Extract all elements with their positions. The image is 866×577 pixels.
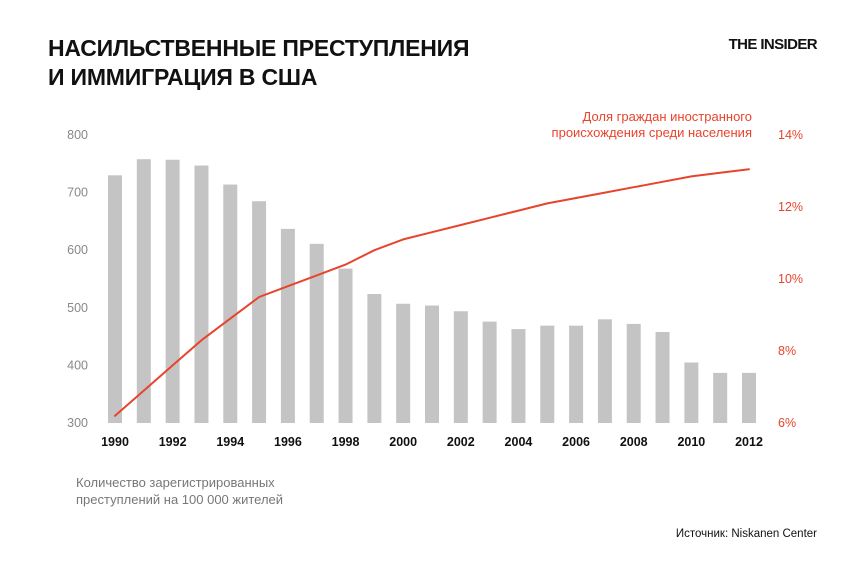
right-axis-tick: 14% bbox=[778, 128, 803, 142]
right-axis-tick: 8% bbox=[778, 344, 796, 358]
bar-2012 bbox=[742, 372, 756, 423]
left-axis: 300 400 500 600 700 800 bbox=[67, 128, 88, 430]
bar-2005 bbox=[540, 325, 555, 423]
right-axis-tick: 12% bbox=[778, 200, 803, 214]
bar-2009 bbox=[655, 331, 670, 423]
bar-2006 bbox=[569, 325, 584, 423]
x-axis: 1990 1992 1994 1996 1998 2000 2002 2004 2006 2008… bbox=[101, 435, 763, 449]
bar-1998 bbox=[338, 268, 353, 423]
bar-2000 bbox=[396, 303, 411, 423]
x-axis-tick: 2012 bbox=[735, 435, 763, 449]
bar-1990 bbox=[108, 175, 122, 423]
x-axis-tick: 1994 bbox=[216, 435, 244, 449]
x-axis-tick: 1990 bbox=[101, 435, 129, 449]
x-axis-tick: 2006 bbox=[562, 435, 590, 449]
left-axis-tick: 300 bbox=[67, 416, 88, 430]
bar-2011 bbox=[713, 372, 728, 423]
bar-1991 bbox=[136, 159, 151, 423]
x-axis-tick: 2008 bbox=[620, 435, 648, 449]
x-axis-tick: 1998 bbox=[332, 435, 360, 449]
bar-1992 bbox=[165, 159, 180, 423]
right-axis-tick: 10% bbox=[778, 272, 803, 286]
x-axis-tick: 2010 bbox=[677, 435, 705, 449]
x-axis-tick: 1992 bbox=[159, 435, 187, 449]
bar-2002 bbox=[453, 311, 468, 423]
right-axis-tick: 6% bbox=[778, 416, 796, 430]
line-series-legend-line-2: происхождения среди населения bbox=[552, 125, 752, 140]
chart-title-line-1: НАСИЛЬСТВЕННЫЕ ПРЕСТУПЛЕНИЯ bbox=[48, 35, 470, 61]
left-axis-tick: 700 bbox=[67, 186, 88, 200]
left-axis-tick: 600 bbox=[67, 243, 88, 257]
bar-2003 bbox=[482, 321, 497, 423]
bar-1999 bbox=[367, 293, 382, 423]
bar-1996 bbox=[280, 228, 295, 423]
immigration-share-line bbox=[114, 168, 750, 417]
left-axis-tick: 800 bbox=[67, 128, 88, 142]
bar-2001 bbox=[425, 305, 439, 423]
x-axis-tick: 2002 bbox=[447, 435, 475, 449]
bar-1993 bbox=[194, 165, 209, 423]
line-series bbox=[114, 168, 750, 417]
chart-title: НАСИЛЬСТВЕННЫЕ ПРЕСТУПЛЕНИЯ И ИММИГРАЦИЯ… bbox=[48, 34, 469, 92]
bar-series-legend-line-2: преступлений на 100 000 жителей bbox=[76, 492, 284, 507]
right-axis: 6% 8% 10% 12% 14% bbox=[778, 128, 803, 430]
bar-series-legend-line-1: Количество зарегистрированных bbox=[76, 475, 275, 490]
bar-1994 bbox=[223, 184, 238, 423]
line-series-legend-line-1: Доля граждан иностранного bbox=[583, 109, 753, 124]
chart-title-line-2: И ИММИГРАЦИЯ В США bbox=[48, 64, 318, 90]
bar-2004 bbox=[511, 329, 526, 423]
x-axis-tick: 2004 bbox=[505, 435, 533, 449]
left-axis-tick: 400 bbox=[67, 358, 88, 372]
bar-series bbox=[108, 159, 756, 423]
x-axis-tick: 1996 bbox=[274, 435, 302, 449]
source-note: Источник: Niskanen Center bbox=[675, 528, 817, 540]
brand-logo: THE INSIDER bbox=[728, 36, 818, 53]
bar-2008 bbox=[626, 323, 641, 423]
bar-1997 bbox=[309, 243, 324, 423]
bar-2007 bbox=[597, 319, 612, 423]
bar-series-legend: Количество зарегистрированных преступлен… bbox=[76, 474, 283, 508]
bar-1995 bbox=[252, 201, 267, 423]
left-axis-tick: 500 bbox=[67, 301, 88, 315]
bar-2010 bbox=[684, 362, 699, 423]
x-axis-tick: 2000 bbox=[389, 435, 417, 449]
